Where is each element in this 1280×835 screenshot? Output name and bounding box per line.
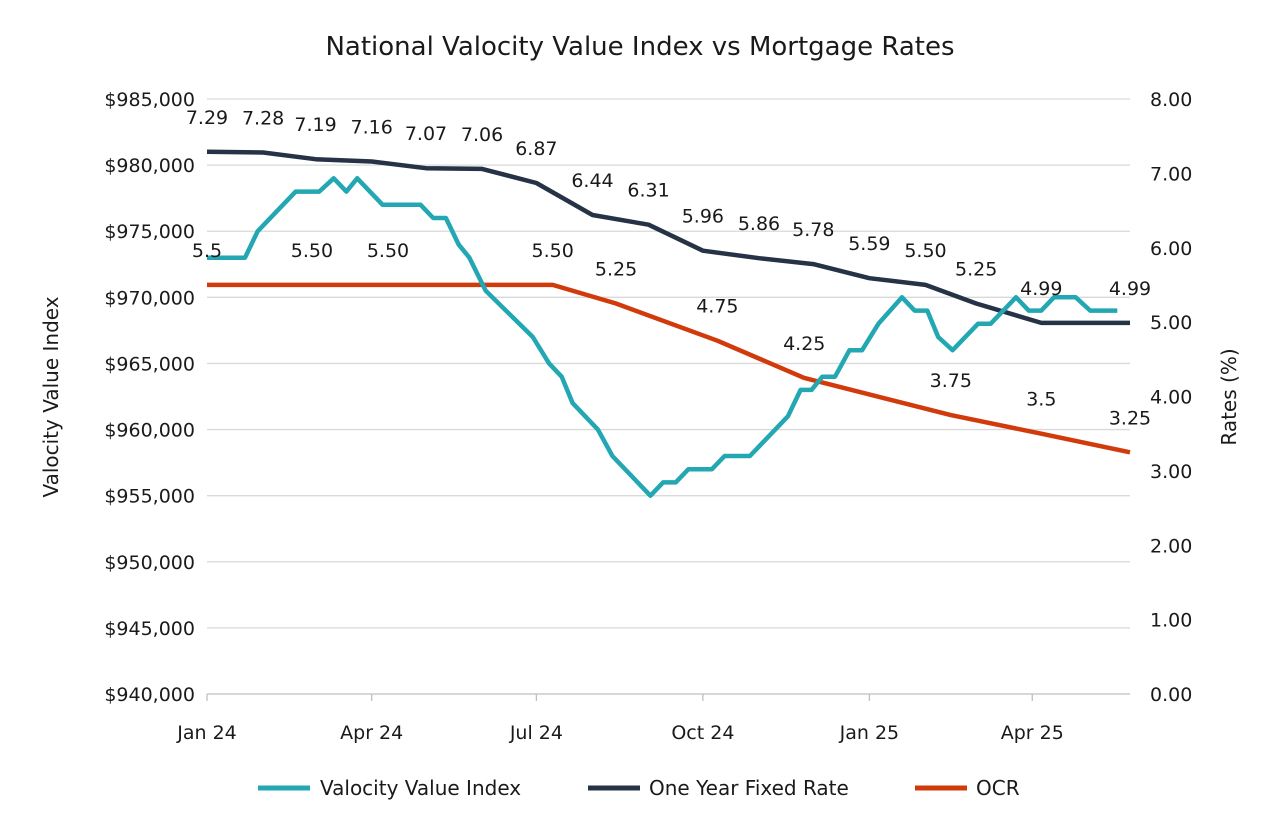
left-tick-label: $965,000 bbox=[104, 353, 195, 375]
left-tick-label: $950,000 bbox=[104, 552, 195, 574]
legend-label-ocr: OCR bbox=[976, 776, 1020, 800]
right-tick-label: 0.00 bbox=[1150, 684, 1192, 706]
x-axis-ticks: Jan 24 Apr 24 Jul 24 Oct 24 Jan 25 Apr 25 bbox=[176, 694, 1064, 744]
left-tick-label: $955,000 bbox=[104, 486, 195, 508]
data-label: 6.44 bbox=[571, 170, 613, 192]
data-label: 7.16 bbox=[351, 116, 393, 138]
data-label: 6.87 bbox=[515, 138, 557, 160]
right-tick-label: 2.00 bbox=[1150, 535, 1192, 557]
data-label: 7.07 bbox=[405, 123, 447, 145]
left-tick-label: $945,000 bbox=[104, 618, 195, 640]
series-line-one-year-fixed-rate bbox=[206, 149, 1130, 326]
left-axis-ticks: $940,000 $945,000 $950,000 $955,000 $960,000… bbox=[104, 89, 195, 706]
data-label: 6.31 bbox=[627, 180, 669, 202]
right-tick-label: 5.00 bbox=[1150, 312, 1192, 334]
x-tick-label: Jan 24 bbox=[176, 722, 237, 744]
data-label: 4.99 bbox=[1109, 278, 1151, 300]
left-tick-label: $975,000 bbox=[104, 221, 195, 243]
data-label: 5.78 bbox=[792, 219, 834, 241]
data-label: 5.86 bbox=[738, 213, 780, 235]
legend: Valocity Value Index One Year Fixed Rate… bbox=[258, 776, 1020, 800]
data-label: 4.99 bbox=[1020, 278, 1062, 300]
legend-label-valocity: Valocity Value Index bbox=[320, 776, 521, 800]
data-label: 4.75 bbox=[696, 296, 738, 318]
data-label: 5.59 bbox=[848, 233, 890, 255]
data-label: 5.25 bbox=[955, 259, 997, 281]
left-tick-label: $985,000 bbox=[104, 89, 195, 111]
x-tick-label: Oct 24 bbox=[671, 722, 734, 744]
data-label: 4.25 bbox=[783, 333, 825, 355]
data-label: 7.28 bbox=[242, 108, 284, 130]
data-label: 5.50 bbox=[367, 240, 409, 262]
right-tick-label: 1.00 bbox=[1150, 610, 1192, 632]
left-tick-label: $970,000 bbox=[104, 287, 195, 309]
series-lines bbox=[206, 149, 1131, 498]
right-tick-label: 6.00 bbox=[1150, 238, 1192, 260]
right-tick-label: 7.00 bbox=[1150, 163, 1192, 185]
data-label: 3.75 bbox=[930, 370, 972, 392]
right-axis-ticks: 0.00 1.00 2.00 3.00 4.00 5.00 6.00 7.00 8.00 bbox=[1150, 89, 1192, 706]
right-tick-label: 3.00 bbox=[1150, 461, 1192, 483]
gridlines bbox=[207, 98, 1130, 695]
series-line-ocr bbox=[207, 282, 1131, 455]
left-tick-label: $980,000 bbox=[104, 155, 195, 177]
x-tick-label: Jan 25 bbox=[839, 722, 900, 744]
left-axis-title: Valocity Value Index bbox=[39, 296, 63, 497]
right-tick-label: 8.00 bbox=[1150, 89, 1192, 111]
data-labels: 5.5 5.50 5.50 5.50 5.25 4.75 4.25 3.75 3.5 3.25 7.… bbox=[186, 107, 1151, 429]
data-label: 7.06 bbox=[461, 124, 503, 146]
legend-item-one-year-fixed-rate[interactable]: One Year Fixed Rate bbox=[588, 776, 849, 800]
x-tick-label: Apr 24 bbox=[340, 722, 403, 744]
left-tick-label: $940,000 bbox=[104, 684, 195, 706]
series-line-valocity-value-index bbox=[207, 176, 1118, 498]
left-tick-label: $960,000 bbox=[104, 420, 195, 442]
right-axis-title: Rates (%) bbox=[1217, 348, 1241, 445]
data-label: 7.29 bbox=[186, 107, 228, 129]
data-label: 3.5 bbox=[1026, 389, 1056, 411]
data-label: 5.96 bbox=[682, 206, 724, 228]
data-label: 3.25 bbox=[1109, 407, 1151, 429]
legend-label-fixed-rate: One Year Fixed Rate bbox=[649, 776, 849, 800]
legend-item-ocr[interactable]: OCR bbox=[915, 776, 1020, 800]
right-tick-label: 4.00 bbox=[1150, 387, 1192, 409]
chart-title: National Valocity Value Index vs Mortgag… bbox=[325, 32, 954, 62]
x-tick-label: Apr 25 bbox=[1001, 722, 1064, 744]
data-label: 5.25 bbox=[595, 259, 637, 281]
x-tick-label: Jul 24 bbox=[509, 722, 563, 744]
data-label: 7.19 bbox=[294, 114, 336, 136]
data-label: 5.50 bbox=[291, 240, 333, 262]
data-label: 5.50 bbox=[532, 240, 574, 262]
data-label: 5.50 bbox=[904, 240, 946, 262]
legend-item-valocity-value-index[interactable]: Valocity Value Index bbox=[258, 776, 521, 800]
data-label: 5.5 bbox=[192, 240, 222, 262]
